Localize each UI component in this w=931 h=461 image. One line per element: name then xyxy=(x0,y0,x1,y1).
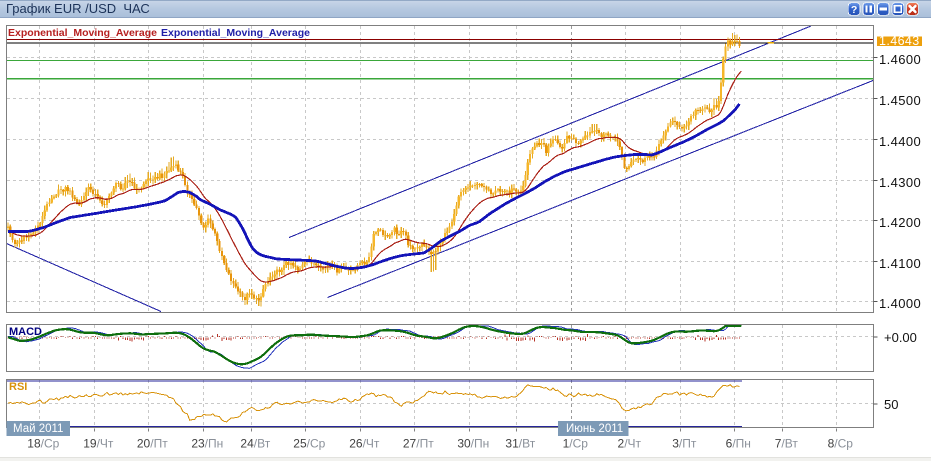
svg-text:23/Пн: 23/Пн xyxy=(191,437,223,451)
svg-text:1.4500: 1.4500 xyxy=(879,93,921,108)
svg-text:27/Пт: 27/Пт xyxy=(403,437,434,451)
svg-text:Май 2011: Май 2011 xyxy=(13,423,63,435)
svg-text:20/Пт: 20/Пт xyxy=(137,437,168,451)
svg-text:31/Вт: 31/Вт xyxy=(505,437,535,451)
svg-text:+0.00: +0.00 xyxy=(884,330,917,345)
svg-text:3/Пт: 3/Пт xyxy=(672,437,697,451)
svg-text:1.4643: 1.4643 xyxy=(879,34,920,48)
svg-text:Exponential_Moving_Average: Exponential_Moving_Average xyxy=(8,27,157,39)
svg-text:7/Вт: 7/Вт xyxy=(775,437,799,451)
svg-text:?: ? xyxy=(851,4,857,16)
svg-text:6/Пн: 6/Пн xyxy=(726,437,751,451)
svg-text:1.4300: 1.4300 xyxy=(879,175,921,190)
svg-text:MACD: MACD xyxy=(9,326,42,338)
svg-text:8/Ср: 8/Ср xyxy=(828,437,854,451)
svg-text:1.4000: 1.4000 xyxy=(879,296,921,311)
svg-text:График EUR /USD ЧАС: График EUR /USD ЧАС xyxy=(6,1,150,16)
svg-text:2/Чт: 2/Чт xyxy=(618,437,642,451)
svg-text:1/Ср: 1/Ср xyxy=(563,437,589,451)
svg-text:Exponential_Moving_Average: Exponential_Moving_Average xyxy=(161,27,310,39)
svg-text:25/Ср: 25/Ср xyxy=(293,437,325,451)
svg-text:RSI: RSI xyxy=(9,381,27,393)
svg-text:Июнь 2011: Июнь 2011 xyxy=(566,423,623,435)
svg-text:26/Чт: 26/Чт xyxy=(349,437,380,451)
svg-text:50: 50 xyxy=(884,397,898,412)
svg-text:19/Чт: 19/Чт xyxy=(83,437,114,451)
svg-text:1.4400: 1.4400 xyxy=(879,134,921,149)
svg-text:30/Пн: 30/Пн xyxy=(457,437,489,451)
svg-text:24/Вт: 24/Вт xyxy=(240,437,270,451)
svg-text:18/Ср: 18/Ср xyxy=(27,437,59,451)
svg-text:1.4200: 1.4200 xyxy=(879,215,921,230)
svg-text:1.4100: 1.4100 xyxy=(879,256,921,271)
svg-text:1.4600: 1.4600 xyxy=(879,52,921,67)
